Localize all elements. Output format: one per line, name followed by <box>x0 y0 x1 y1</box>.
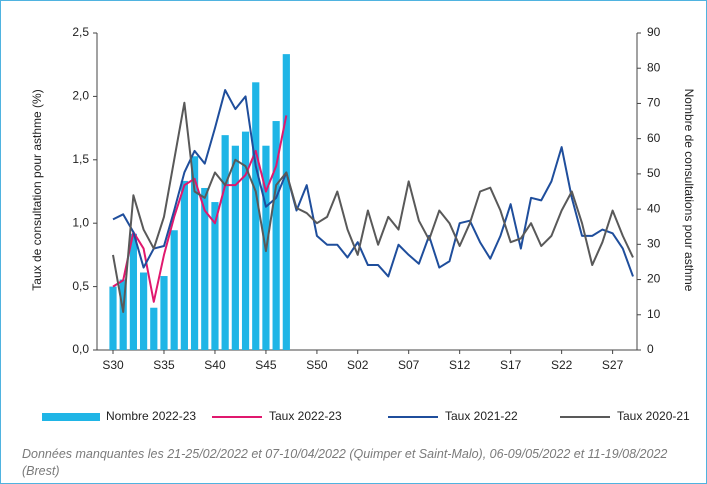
y2-tick-label: 50 <box>647 166 661 180</box>
bar <box>272 121 280 350</box>
x-tick-label: S45 <box>255 358 277 372</box>
y2-tick-label: 90 <box>647 25 661 39</box>
bar <box>231 145 239 350</box>
x-tick-label: S40 <box>204 358 226 372</box>
bar <box>160 276 168 350</box>
bar <box>282 54 290 351</box>
bar <box>180 180 188 350</box>
bar <box>241 131 250 350</box>
bar <box>211 202 219 350</box>
y-tick-label: 1,5 <box>72 152 89 166</box>
x-tick-label: S17 <box>500 358 522 372</box>
x-tick-label: S02 <box>347 358 369 372</box>
y-tick-label: 0,5 <box>72 279 89 293</box>
y-tick-label: 1,0 <box>72 215 89 229</box>
y-tick-label: 0,0 <box>72 342 89 356</box>
y-axis-title: Taux de consultation pour asthme (%) <box>30 89 44 290</box>
y2-tick-label: 0 <box>647 342 654 356</box>
legend-swatch <box>42 413 100 421</box>
legend-label: Taux 2020-21 <box>617 409 690 423</box>
line <box>112 115 288 303</box>
bar <box>190 156 199 350</box>
bar <box>109 286 117 350</box>
y-tick-label: 2,0 <box>72 89 89 103</box>
bar <box>201 187 209 350</box>
bar <box>139 272 148 350</box>
x-tick-label: S35 <box>153 358 175 372</box>
y2-tick-label: 40 <box>647 201 661 215</box>
x-tick-label: S07 <box>398 358 420 372</box>
bar <box>252 82 260 351</box>
y2-tick-label: 20 <box>647 272 661 286</box>
x-tick-label: S22 <box>551 358 573 372</box>
bar <box>119 279 127 350</box>
chart: Taux de consultation pour asthme (%) Nom… <box>30 25 696 423</box>
y2-tick-label: 10 <box>647 307 661 321</box>
line <box>112 89 634 278</box>
y2-axis-title: Nombre de consultations pour asthme <box>682 89 696 292</box>
bar <box>129 233 137 350</box>
y2-tick-label: 60 <box>647 131 661 145</box>
y2-tick-label: 30 <box>647 237 661 251</box>
x-tick-label: S12 <box>449 358 471 372</box>
legend-label: Nombre 2022-23 <box>106 409 196 423</box>
x-tick-label: S50 <box>306 358 328 372</box>
y-tick-label: 2,5 <box>72 25 89 39</box>
legend-label: Taux 2021-22 <box>445 409 518 423</box>
x-tick-label: S30 <box>102 358 124 372</box>
footnote: Données manquantes les 21-25/02/2022 et … <box>22 447 668 478</box>
bar <box>221 135 229 350</box>
legend-label: Taux 2022-23 <box>269 409 342 423</box>
y2-tick-label: 70 <box>647 96 661 110</box>
line <box>112 101 634 313</box>
bar <box>170 230 178 350</box>
bar <box>150 307 158 350</box>
x-tick-label: S27 <box>602 358 624 372</box>
y2-tick-label: 80 <box>647 60 661 74</box>
